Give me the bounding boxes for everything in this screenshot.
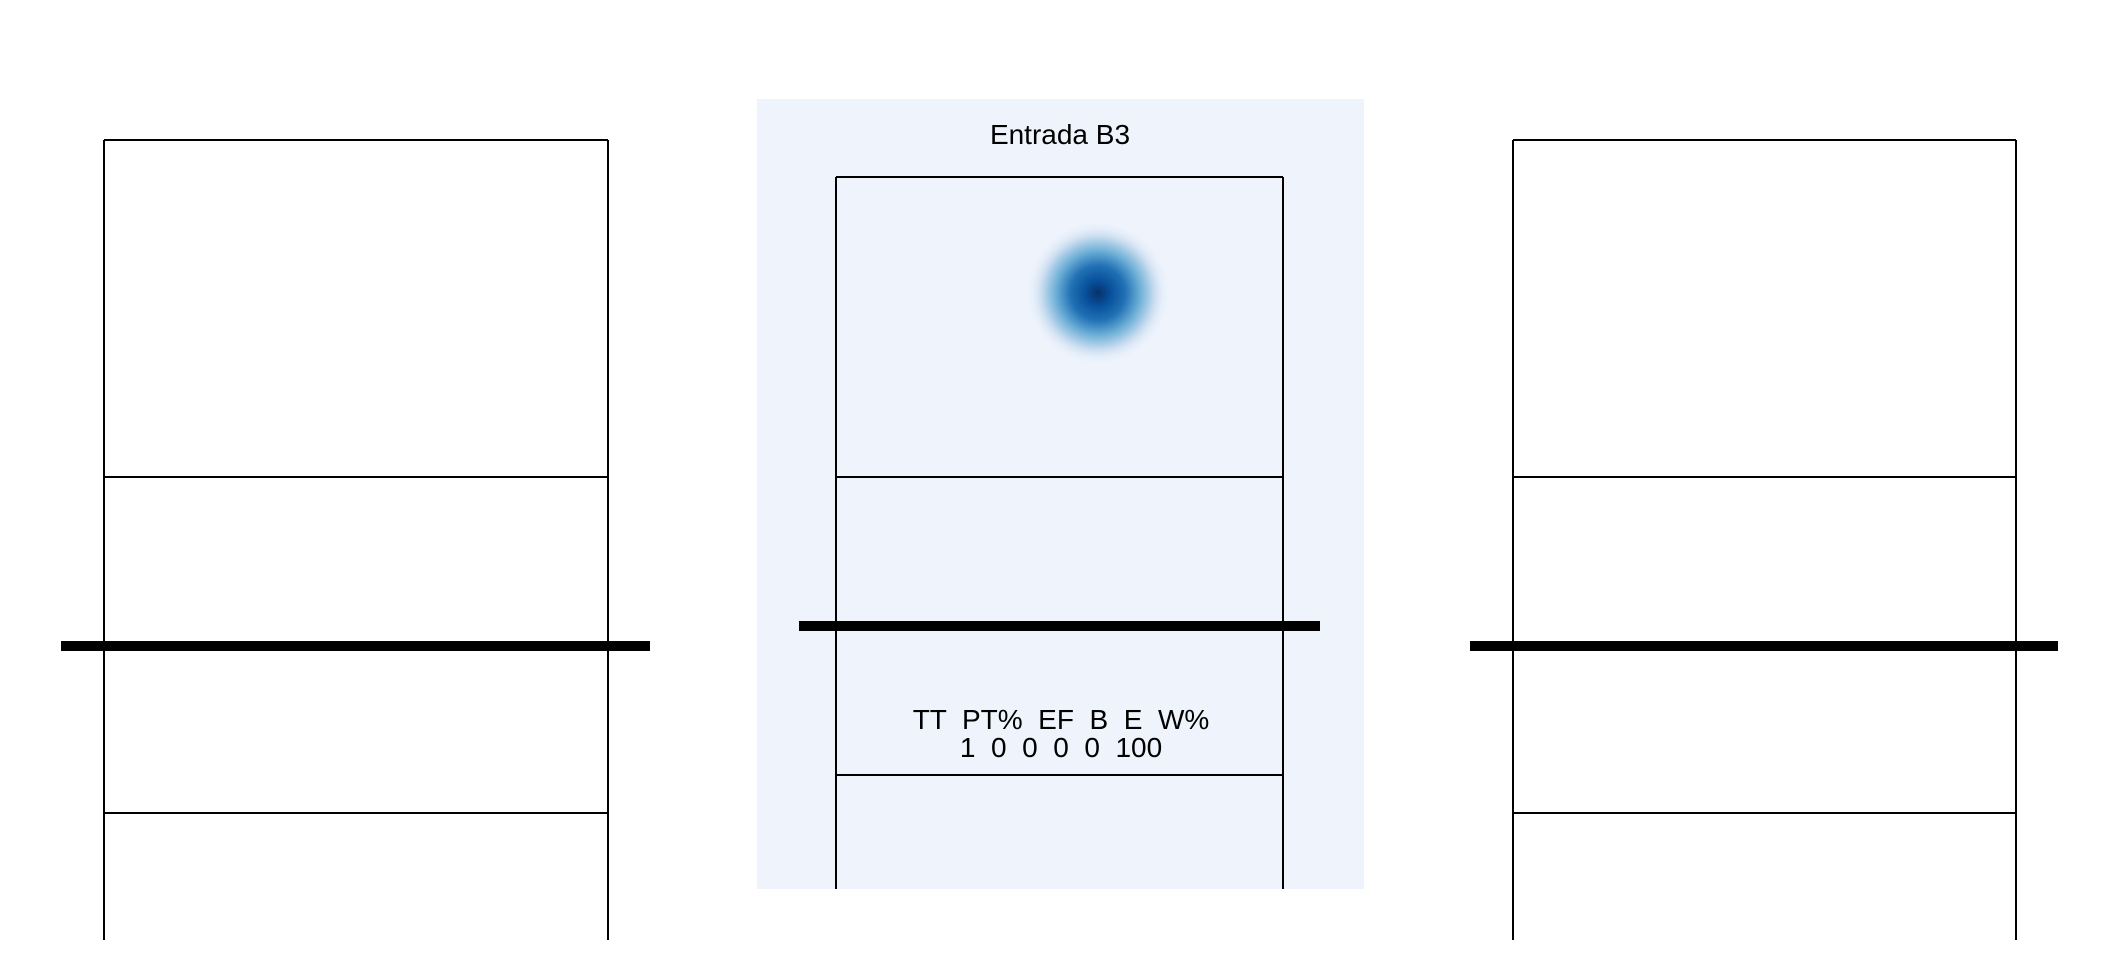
court-panel-right: [1470, 140, 2058, 940]
stats-values: 1 0 0 0 0 100: [960, 732, 1162, 763]
court-panel-left: [61, 140, 650, 940]
court-outline-left: [104, 140, 608, 940]
density-blob: [1026, 221, 1170, 365]
court-panel-center: Entrada B3 TT PT% EF B E W% 1 0 0 0 0 10…: [757, 99, 1364, 889]
stats-header: TT PT% EF B E W%: [913, 704, 1210, 735]
panel-title: Entrada B3: [990, 119, 1130, 150]
panel-background-center: [757, 99, 1364, 889]
